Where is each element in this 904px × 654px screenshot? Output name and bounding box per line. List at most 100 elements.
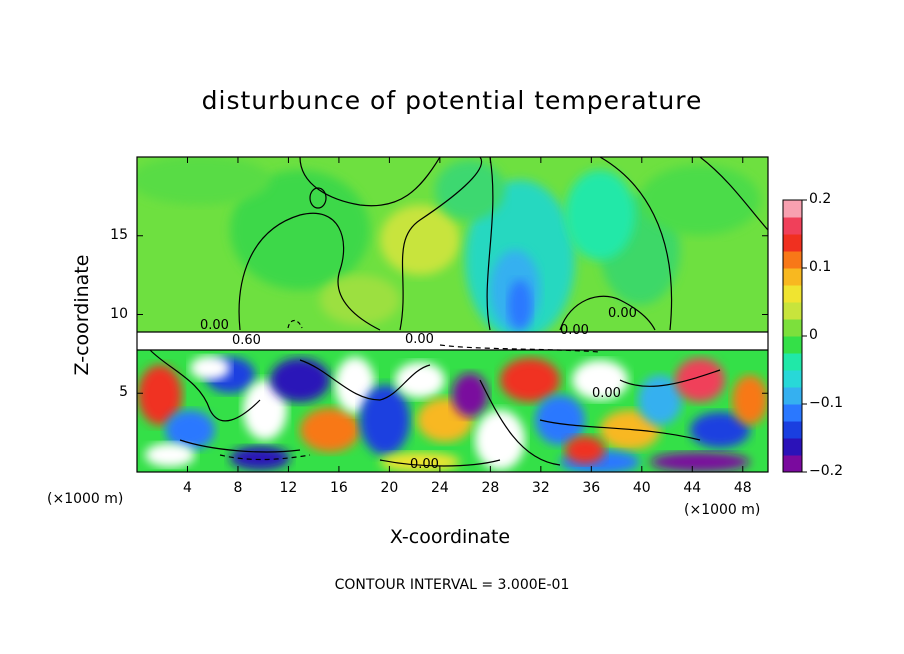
contour-label: 0.00 [608,306,637,321]
x-tick-label: 24 [430,480,449,496]
contour-interval-note: CONTOUR INTERVAL = 3.000E-01 [334,577,570,593]
x-tick-label: 4 [183,480,192,496]
inversion-band [137,332,768,350]
contour-line [299,157,441,207]
field-blob [137,157,270,205]
axis-ticks [137,157,768,472]
colorbar-swatch [783,234,802,252]
chart-title: disturbunce of potential temperature [201,86,703,115]
x-tick-label: 36 [582,480,601,496]
field-blob [675,358,725,402]
x-unit-label-right: (×1000 m) [684,502,761,518]
field-blob [320,275,400,325]
field-blob [138,365,182,425]
contour-line [619,369,721,387]
colorbar-tick-label: 0.2 [809,191,832,207]
colorbar-tick-label: −0.1 [809,395,843,411]
contour-line [287,319,303,329]
field-blob [535,395,585,445]
y-tick-label: 5 [119,384,128,401]
x-tick-label: 8 [233,480,243,496]
colorbar-tick-label: −0.2 [809,463,843,479]
field-blob [145,443,195,467]
field-blob [475,410,525,470]
field-blob [300,408,360,452]
colorbar-swatch [783,455,802,473]
x-tick-label: 16 [329,480,348,496]
colorbar-swatch [783,251,802,269]
colorbar-tick-label: 0 [809,327,818,343]
field-blob [565,170,635,260]
field-blob [572,360,628,400]
contour-line [539,419,701,441]
contour-label: 0.00 [560,323,589,338]
y-axis-label: Z-coordinate [71,254,93,376]
x-tick-label: 28 [481,480,500,496]
field-blob [270,358,330,402]
field-blob [638,375,682,425]
contour-line [179,439,301,453]
contour-line [439,344,601,353]
contour-line [299,359,431,401]
contour-label: 0.00 [410,457,439,472]
contour-line [486,157,494,331]
contour-line [479,379,561,466]
colorbar-swatch [783,404,802,422]
field-blob [435,160,505,220]
colorbar [782,199,807,473]
contour-line [309,187,327,209]
colorbar-swatch [783,268,802,286]
field-blob [243,380,287,440]
field-blob [565,436,605,464]
contour-line [559,295,656,331]
colorbar-swatch [783,217,802,235]
field-blob [508,280,532,330]
contour-label: 0.60 [232,333,261,348]
field-blob [690,412,750,448]
field-blob [640,165,760,235]
colorbar-swatch [783,421,802,439]
contour-line [379,459,501,467]
colorbar-tick-label: 0.1 [809,259,832,275]
contour-label: 0.00 [200,318,229,333]
contour-line [219,454,311,461]
x-tick-label: 44 [683,480,702,496]
field-blob [732,375,768,425]
contour-line [699,157,768,231]
field-blob [380,205,460,275]
y-tick-label: 10 [110,305,128,322]
colorbar-swatch [783,200,802,218]
field-blob [650,452,750,472]
x-tick-label: 48 [733,480,752,496]
colorbar-swatch [783,336,802,354]
colorbar-swatch [783,319,802,337]
contour-label: 0.00 [592,386,621,401]
contour-line [599,157,673,331]
contour-line [238,212,381,331]
field-blob [452,373,488,417]
x-axis-label: X-coordinate [389,526,511,548]
field-blob [360,385,410,455]
colorbar-swatch [783,353,802,371]
contour-line [149,349,261,422]
colorbar-swatch [783,285,802,303]
colorbar-swatch [783,387,802,405]
contour-label: 0.00 [405,332,434,347]
x-tick-label: 32 [531,480,550,496]
heatmap-field [137,157,768,472]
contour-line [399,157,483,331]
x-tick-label: 20 [380,480,399,496]
colorbar-swatch [783,438,802,456]
y-tick-label: 15 [110,226,128,243]
x-tick-label: 40 [632,480,651,496]
field-blob [500,358,560,402]
x-tick-label: 12 [279,480,298,496]
field-blob [395,362,445,398]
field-blob [165,410,215,450]
colorbar-swatch [783,370,802,388]
field-blob [190,356,230,380]
contour-lines [137,157,768,467]
field-blob [230,170,370,290]
x-unit-label-left: (×1000 m) [47,491,124,507]
